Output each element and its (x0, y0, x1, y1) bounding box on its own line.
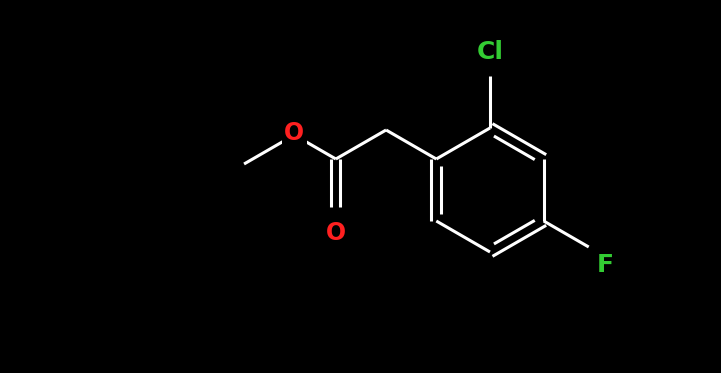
Text: Cl: Cl (477, 40, 503, 64)
Text: O: O (284, 121, 304, 145)
Text: F: F (597, 253, 614, 277)
Text: O: O (326, 221, 346, 245)
